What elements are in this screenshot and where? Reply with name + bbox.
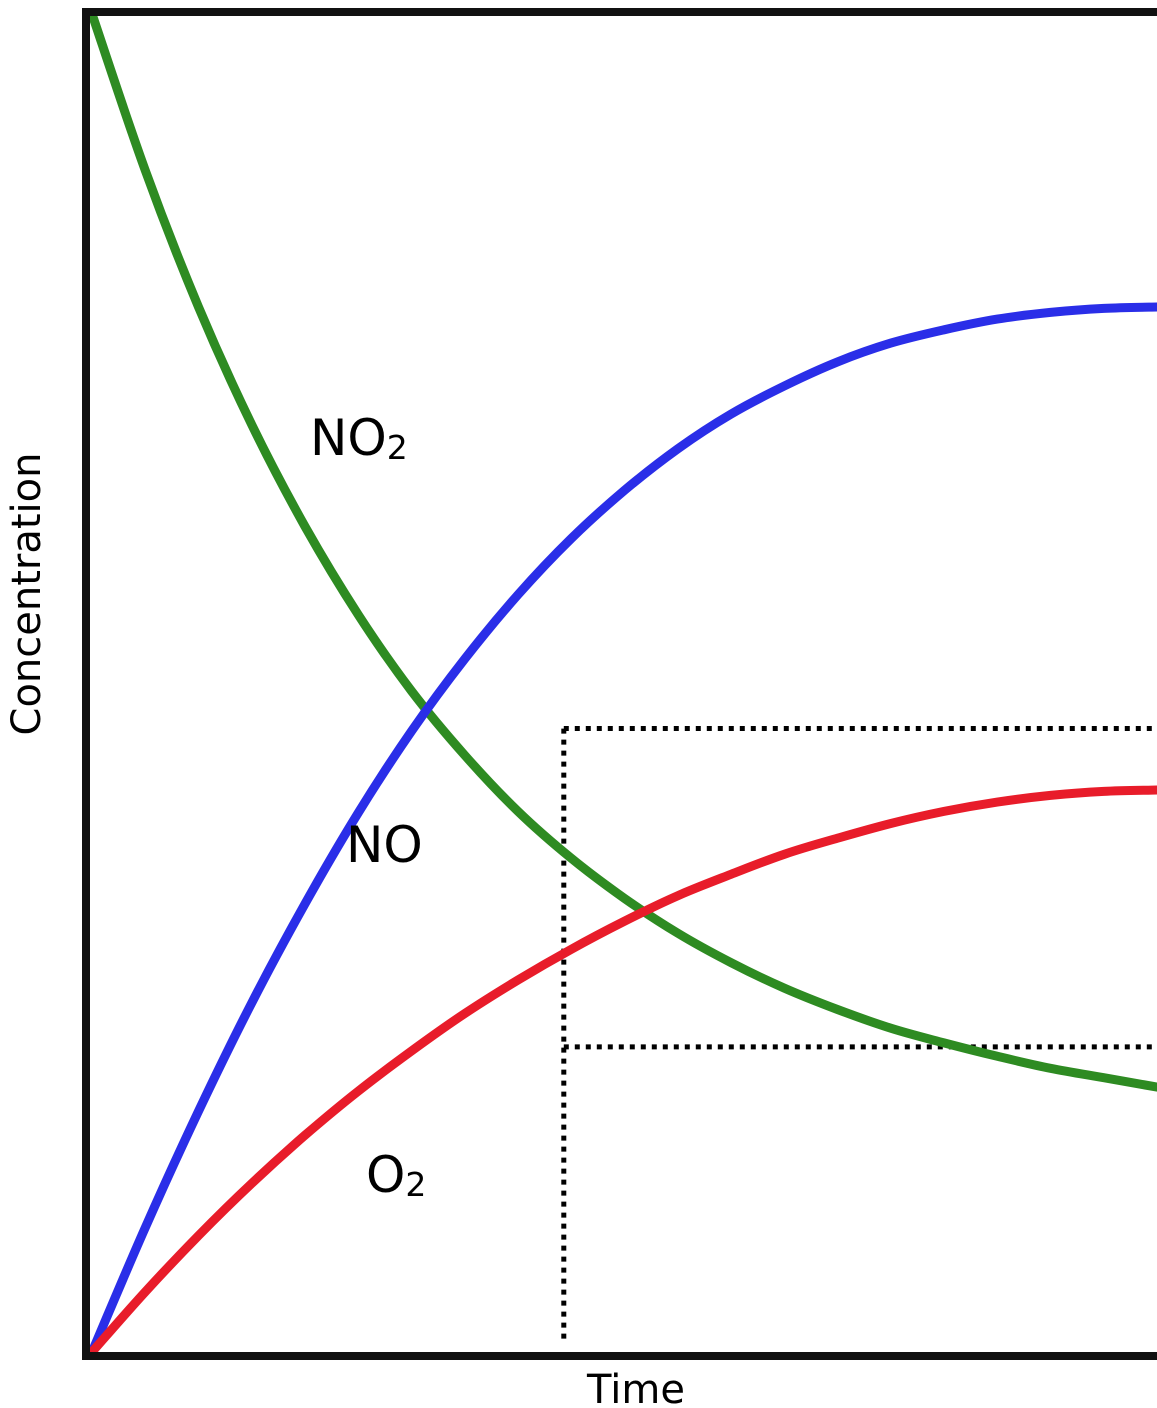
series-label-main-no: NO <box>346 816 423 874</box>
series-label-main-o2: O <box>366 1146 405 1204</box>
reference-lines <box>561 725 1157 1339</box>
series-lines <box>87 9 1157 1357</box>
x-axis-title: Time <box>586 1367 685 1408</box>
series-label-sub-no2: 2 <box>387 428 408 467</box>
series-label-no: NO <box>346 816 423 874</box>
series-label-no2: NO2 <box>310 409 408 467</box>
y-axis-title: Concentration <box>4 453 50 736</box>
series-label-main-no2: NO <box>310 409 387 467</box>
series-line-no <box>87 302 1157 1357</box>
series-line-no2 <box>87 9 1157 1092</box>
series-label-sub-o2: 2 <box>405 1165 426 1204</box>
series-label-o2: O2 <box>366 1146 426 1204</box>
series-line-o2 <box>87 785 1157 1357</box>
